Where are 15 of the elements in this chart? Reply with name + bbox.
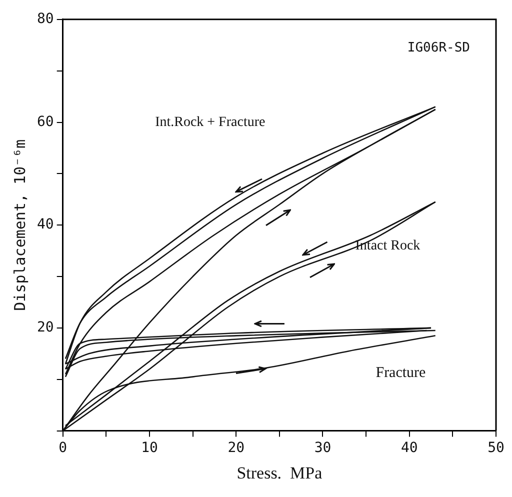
x-axis-title: Stress. MPa xyxy=(236,463,323,482)
annotation: IG06R-SD xyxy=(407,40,470,56)
y-tick-label: 80 xyxy=(37,11,54,28)
annotation: Fracture xyxy=(376,365,426,382)
y-tick-label: 40 xyxy=(37,216,54,233)
y-tick-label: 20 xyxy=(37,320,54,336)
x-tick-label: 30 xyxy=(314,440,332,456)
x-tick-label: 10 xyxy=(141,440,158,456)
y-axis-title: Displacement, 10⁻⁶m xyxy=(10,139,29,311)
annotation: Int.Rock + Fracture xyxy=(155,114,266,130)
x-tick-label: 20 xyxy=(228,440,245,456)
x-tick-label: 40 xyxy=(400,440,418,456)
x-tick-label: 50 xyxy=(488,440,504,456)
x-tick-label: 0 xyxy=(58,440,68,456)
y-tick-label: 60 xyxy=(37,114,54,130)
